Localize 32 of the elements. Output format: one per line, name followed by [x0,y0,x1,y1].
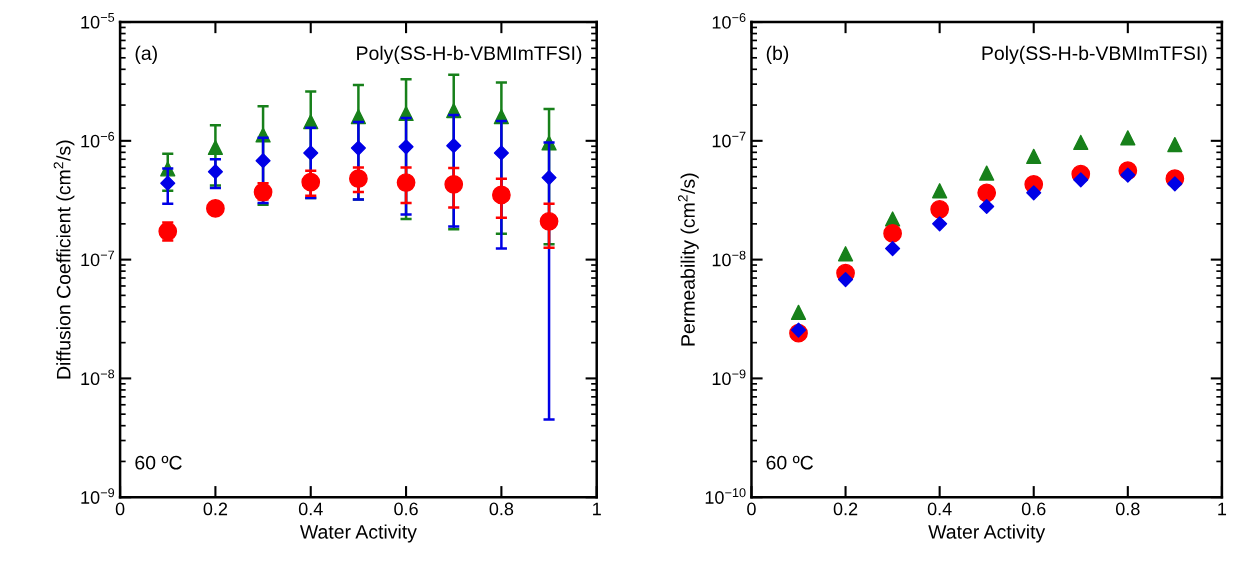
x-tick-label: 0 [747,502,756,516]
x-tick-label: 0.8 [489,502,514,516]
y-tick-label: 10$^{−9}$ [81,488,115,504]
x-tick-label: 1 [1218,502,1227,516]
x-tick-label: 0.8 [1115,502,1140,516]
y-tick-label: 10$^{−10}$ [705,488,746,504]
y-tick-label: 10$^{−7}$ [81,250,115,267]
annotation: Poly(SS-H-b-VBMImTFSI) [982,45,1207,64]
x-axis-title: Water Activity [299,524,417,543]
annotation: Poly(SS-H-b-VBMImTFSI) [357,45,582,64]
x-tick-label: 0.4 [298,502,323,516]
y-tick-label: 10$^{−5}$ [81,13,115,29]
y-tick-label: 10$^{−6}$ [712,13,746,29]
x-tick-label: 0 [115,502,125,516]
x-tick-label: 0.6 [394,502,418,516]
annotation: (b) [766,45,789,64]
annotation: 60 ºC [766,455,814,470]
x-tick-label: 0.6 [1021,502,1046,516]
y-tick-label: 10$^{−9}$ [712,369,746,386]
y-tick-label: 10$^{−7}$ [712,131,746,148]
y-axis-title: Permeability (cm$^{2}$/s) [677,173,699,346]
x-axis-title: Water Activity [928,524,1046,543]
annotation: 60 ºC [135,455,182,470]
x-tick-label: 1 [593,502,601,516]
y-axis-title: Diffusion Coefficient (cm$^{2}$/s) [53,140,75,379]
annotation: (a) [135,45,157,64]
y-tick-label: 10$^{−8}$ [81,369,115,386]
y-tick-label: 10$^{−8}$ [712,250,746,267]
y-tick-label: 10$^{−6}$ [81,131,115,148]
x-tick-label: 0.2 [203,502,228,516]
x-tick-label: 0.4 [927,502,952,516]
x-tick-label: 0.2 [833,502,858,516]
